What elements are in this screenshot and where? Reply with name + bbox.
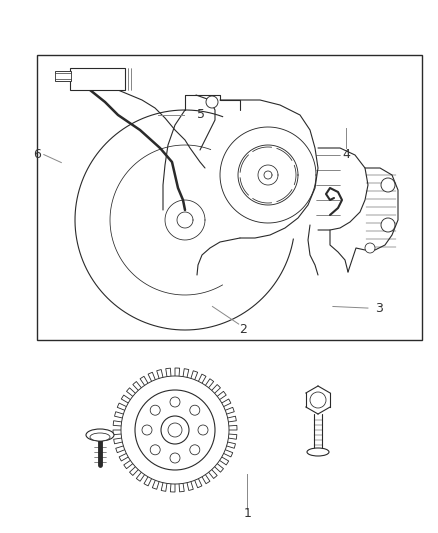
- Text: 1: 1: [244, 507, 251, 520]
- Circle shape: [150, 445, 160, 455]
- Circle shape: [206, 96, 218, 108]
- Bar: [55, 71, 71, 81]
- Circle shape: [310, 392, 326, 408]
- Circle shape: [150, 405, 160, 415]
- Circle shape: [365, 243, 375, 253]
- Circle shape: [198, 425, 208, 435]
- Circle shape: [121, 376, 229, 484]
- Circle shape: [381, 178, 395, 192]
- Circle shape: [170, 397, 180, 407]
- Bar: [55, 73, 71, 79]
- Text: 5: 5: [198, 108, 205, 121]
- Text: 6: 6: [33, 148, 41, 161]
- Ellipse shape: [86, 429, 114, 441]
- Text: 3: 3: [375, 302, 383, 314]
- Ellipse shape: [307, 448, 329, 456]
- Bar: [37, 55, 422, 340]
- Circle shape: [190, 405, 200, 415]
- Bar: [70, 68, 125, 90]
- Circle shape: [168, 423, 182, 437]
- Text: 4: 4: [342, 148, 350, 161]
- Text: 2: 2: [239, 323, 247, 336]
- Circle shape: [135, 390, 215, 470]
- Ellipse shape: [90, 433, 110, 441]
- Circle shape: [142, 425, 152, 435]
- Circle shape: [161, 416, 189, 444]
- Circle shape: [190, 445, 200, 455]
- Circle shape: [381, 218, 395, 232]
- Circle shape: [170, 453, 180, 463]
